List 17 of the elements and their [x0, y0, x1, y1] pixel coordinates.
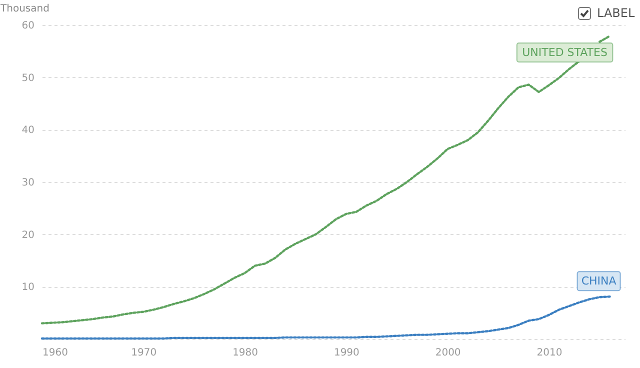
y-tick-label: 40 [22, 125, 34, 136]
x-tick-label: 1990 [334, 348, 360, 358]
x-tick-label: 1980 [232, 348, 258, 358]
x-tick-label: 1960 [42, 348, 68, 358]
y-tick-label: 30 [22, 178, 34, 188]
y-tick-label: 50 [22, 72, 34, 84]
y-axis-title: Thousand [0, 4, 50, 14]
y-tick-label: 10 [22, 282, 34, 294]
x-tick-label: 2010 [536, 348, 562, 358]
y-tick-label: 60 [22, 20, 34, 32]
y-tick-label: 20 [22, 230, 34, 241]
line-series [40, 296, 611, 340]
series-label: UNITED STATES [522, 46, 608, 59]
series-label: CHINA [581, 274, 617, 288]
x-tick-label: 1970 [131, 348, 157, 358]
text: LABEL [597, 6, 635, 20]
x-tick-label: 2000 [435, 348, 461, 358]
